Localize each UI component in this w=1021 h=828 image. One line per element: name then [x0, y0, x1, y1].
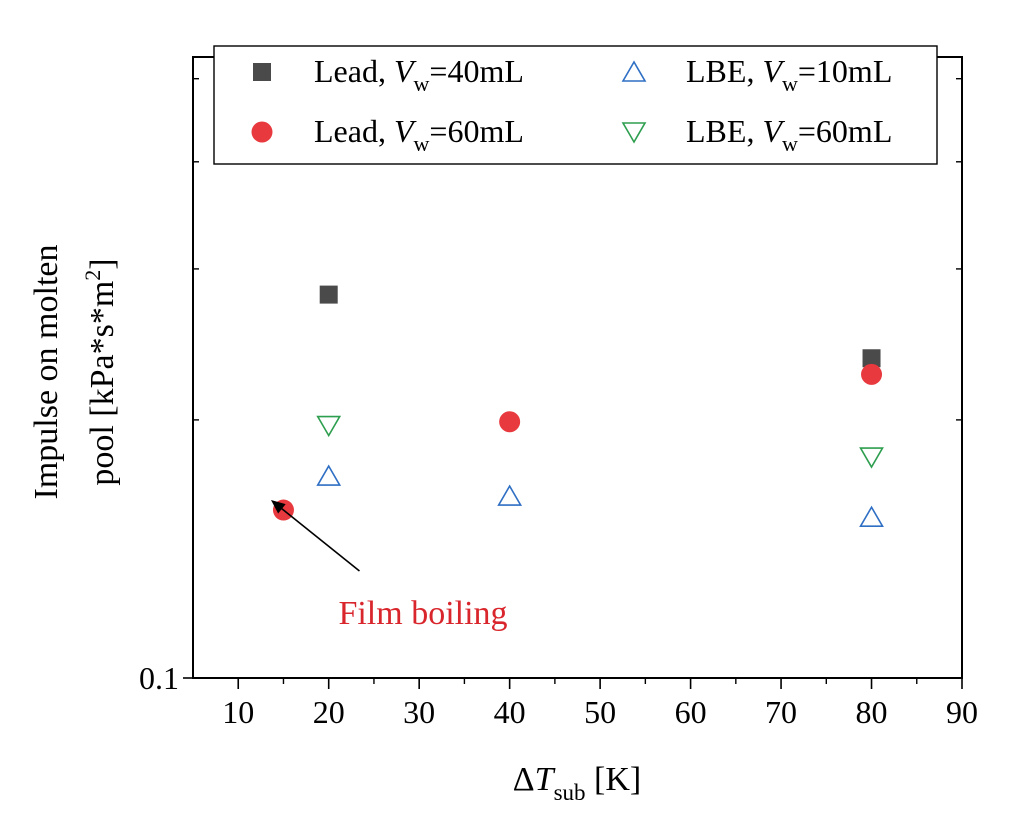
annotation-text: Film boiling [338, 595, 507, 632]
y-tick-label: 0.1 [139, 660, 179, 696]
legend-box [213, 45, 938, 165]
legend-label: Lead, Vw=40mL [314, 53, 524, 96]
data-point-square [319, 285, 338, 304]
series-triangle-up [316, 464, 884, 528]
x-tick-label: 70 [765, 694, 797, 730]
x-tick-label: 60 [675, 694, 707, 730]
data-point-square [862, 349, 881, 368]
legend-label: LBE, Vw=10mL [686, 53, 892, 96]
data-point-triangle-up [316, 464, 342, 486]
y-axis-label-line2: pool [kPa*s*m2] [80, 258, 121, 485]
data-point-circle [499, 411, 521, 433]
legend-entry: Lead, Vw=60mL [251, 113, 524, 156]
data-point-circle [251, 121, 273, 143]
annotation-arrowhead [270, 500, 286, 514]
legend-entry: LBE, Vw=60mL [621, 113, 892, 156]
data-points [272, 285, 884, 528]
x-tick-label: 80 [856, 694, 888, 730]
legend-label: Lead, Vw=60mL [314, 113, 524, 156]
data-point-square [253, 63, 271, 81]
x-tick-label: 20 [313, 694, 345, 730]
x-tick-label: 50 [584, 694, 616, 730]
x-axis-label: ΔTsub [K] [513, 761, 641, 805]
x-tick-label: 10 [222, 694, 254, 730]
data-point-triangle-up [859, 505, 884, 528]
annotation-arrow [276, 504, 360, 572]
x-tick-label: 40 [494, 694, 526, 730]
data-point-triangle-down [621, 122, 647, 144]
series-square [319, 285, 881, 368]
data-point-triangle-down [859, 447, 884, 469]
series-triangle-down [316, 415, 884, 469]
legend-entry: Lead, Vw=40mL [253, 53, 524, 96]
x-tick-label: 30 [403, 694, 435, 730]
tick-marks [183, 77, 963, 689]
data-point-triangle-down [316, 415, 342, 438]
legend: Lead, Vw=40mL Lead, Vw=60mL LBE, Vw=10mL LB… [213, 45, 938, 165]
series-circle [272, 363, 883, 521]
data-point-triangle-up [497, 484, 523, 506]
data-point-circle [861, 363, 883, 385]
y-tick-labels: 0.1 [139, 660, 179, 696]
y-axis-label: Impulse on molten pool [kPa*s*m2] [28, 245, 121, 500]
y-axis-label-line1: Impulse on molten [28, 245, 65, 500]
x-tick-labels: 10 20 30 40 50 60 70 80 90 [222, 694, 978, 730]
legend-entry: LBE, Vw=10mL [621, 53, 892, 96]
x-tick-label: 90 [946, 694, 978, 730]
legend-label: LBE, Vw=60mL [686, 113, 892, 156]
annotation: Film boiling [270, 500, 508, 632]
data-point-triangle-up [621, 60, 647, 82]
